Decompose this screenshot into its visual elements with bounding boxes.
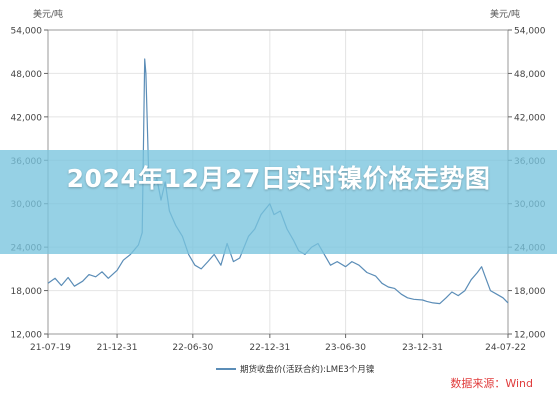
y-tick-label-left: 18,000 [11, 287, 43, 297]
banner-title: 2024年12月27日实时镍价格走势图 [66, 164, 491, 193]
y-tick-label-left: 54,000 [11, 27, 43, 37]
y-tick-label-right: 12,000 [514, 331, 546, 341]
y-tick-label-right: 48,000 [514, 70, 546, 80]
x-tick-label: 24-07-22 [485, 343, 526, 353]
y-unit-right: 美元/吨 [490, 8, 520, 20]
y-unit-left: 美元/吨 [33, 8, 63, 20]
x-tick-label: 21-12-31 [97, 343, 138, 353]
data-source: 数据来源：Wind [450, 376, 533, 390]
legend-label: 期货收盘价(活跃合约):LME3个月镍 [240, 364, 375, 375]
y-tick-label-right: 42,000 [514, 113, 546, 123]
x-tick-label: 22-06-30 [172, 343, 213, 353]
y-tick-label-left: 48,000 [11, 70, 43, 80]
x-tick-label: 23-06-30 [325, 343, 366, 353]
y-tick-label-left: 12,000 [11, 331, 43, 341]
x-tick-label: 23-12-31 [402, 343, 443, 353]
title-banner [0, 150, 557, 254]
y-tick-label-left: 42,000 [11, 113, 43, 123]
y-tick-label-right: 54,000 [514, 27, 546, 37]
x-ticks: 21-07-19 21-12-31 22-06-30 22-12-31 23-06-30… [30, 334, 526, 353]
y-tick-label-right: 18,000 [514, 287, 546, 297]
legend: 期货收盘价(活跃合约):LME3个月镍 [216, 364, 375, 375]
x-tick-label: 21-07-19 [30, 343, 71, 353]
x-tick-label: 22-12-31 [249, 343, 290, 353]
